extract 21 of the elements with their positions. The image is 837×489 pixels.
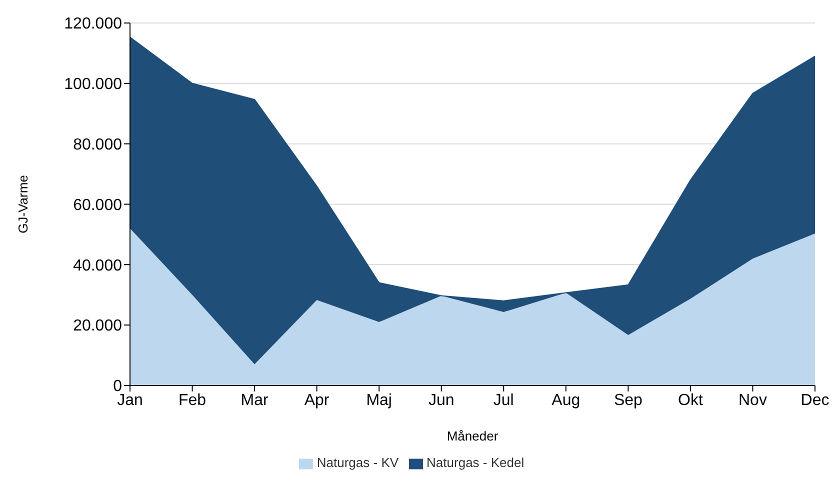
x-tick-label: Aug (552, 392, 580, 409)
y-tick-label: 40.000 (73, 257, 122, 274)
x-tick-label: Feb (178, 392, 206, 409)
x-tick-label: Nov (738, 392, 767, 409)
x-axis-title: Måneder (446, 428, 499, 444)
legend-label: Naturgas - Kedel (426, 455, 524, 470)
x-tick-label: Jul (493, 392, 514, 409)
legend-label: Naturgas - KV (316, 455, 399, 470)
y-tick-label: 100.000 (64, 76, 122, 94)
x-tick-label: Sep (614, 392, 643, 409)
y-tick-label: 120.000 (64, 16, 122, 33)
y-tick-label: 80.000 (73, 136, 122, 154)
x-tick-label: Dec (800, 392, 830, 409)
y-axis-title: GJ-Varme (16, 175, 31, 234)
x-tick-label: Mar (240, 392, 269, 409)
y-tick-label: 60.000 (73, 196, 122, 214)
x-tick-label: Jun (428, 392, 454, 409)
x-tick-label: Apr (304, 392, 330, 409)
x-tick-label: Okt (678, 392, 704, 409)
y-tick-label: 20.000 (73, 318, 122, 335)
x-tick-label: Maj (366, 392, 392, 409)
